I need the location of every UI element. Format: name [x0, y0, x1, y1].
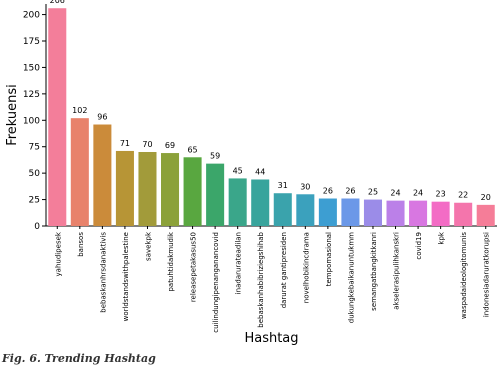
bar — [161, 153, 180, 226]
bar — [93, 124, 112, 226]
x-tick-label: darurat gantipresiden — [280, 232, 288, 308]
figure-caption: Fig. 6. Trending Hashtag — [2, 352, 156, 365]
bar-value-label: 30 — [300, 182, 310, 191]
bar-value-label: 206 — [50, 0, 65, 5]
y-tick-label: 50 — [29, 169, 41, 179]
bar — [48, 8, 67, 226]
x-tick-label: tempomasional — [325, 232, 333, 286]
bar — [409, 200, 428, 226]
bar — [363, 199, 382, 226]
y-tick-label: 75 — [29, 143, 40, 153]
x-tick-label: releasepetakasus50 — [190, 232, 198, 302]
bar-value-label: 102 — [72, 106, 87, 115]
bar — [296, 194, 315, 226]
bar — [70, 118, 89, 226]
y-tick-label: 0 — [34, 222, 40, 232]
x-tick-label: inadarurateadilan — [235, 232, 243, 294]
y-tick-label: 125 — [23, 90, 40, 100]
bar — [386, 200, 405, 226]
bar — [454, 202, 473, 226]
x-tick-label: akselerasipulihkanskri — [393, 232, 401, 310]
bar — [138, 152, 157, 226]
bar-value-label: 26 — [345, 187, 355, 196]
x-tick-label: patuhtidakmudik — [167, 231, 175, 291]
x-tick-label: bebaskanhabibriziegshihab — [257, 231, 265, 327]
bar — [206, 163, 225, 226]
bar-value-label: 44 — [255, 167, 265, 176]
bar-value-label: 65 — [187, 145, 197, 154]
bar-value-label: 71 — [120, 139, 130, 148]
x-tick-label: bansos — [77, 232, 85, 257]
bar — [318, 198, 337, 226]
y-tick-label: 175 — [23, 37, 40, 47]
x-tick-label: dukungkebaikanuntukmm — [347, 232, 355, 323]
x-tick-label: waspadaideologitomunis — [460, 232, 468, 319]
bar-value-label: 69 — [165, 141, 175, 150]
bar-value-label: 20 — [481, 193, 491, 202]
y-tick-label: 25 — [29, 196, 40, 206]
bar — [273, 193, 292, 226]
x-tick-label: worldstandswithpalestine — [122, 232, 130, 321]
x-tick-label: cuilindungipenanganancovid — [212, 232, 220, 333]
x-tick-label: kpk — [438, 231, 446, 244]
bar — [341, 198, 360, 226]
x-tick-label: covid19 — [415, 232, 423, 260]
bar — [251, 179, 270, 226]
bar-value-label: 59 — [210, 152, 220, 161]
x-tick-label: novelhobikincdrama — [302, 232, 310, 303]
bar-value-label: 24 — [413, 189, 423, 198]
y-tick-label: 100 — [23, 116, 40, 126]
bar — [183, 157, 202, 226]
bar-value-label: 23 — [436, 190, 446, 199]
bar-value-label: 45 — [233, 166, 243, 175]
bar-value-label: 26 — [323, 187, 333, 196]
y-tick-label: 200 — [23, 11, 40, 21]
x-tick-label: semangatbangkitkanri — [370, 232, 378, 311]
y-axis-title: Frekuensi — [5, 84, 20, 146]
bar — [431, 201, 450, 226]
x-tick-label: bebaskanhrsdanaktivis — [99, 232, 107, 313]
bar — [228, 178, 247, 226]
bar-value-label: 24 — [390, 189, 400, 198]
bar-value-label: 22 — [458, 191, 468, 200]
bar-value-label: 31 — [278, 181, 288, 190]
bar-value-label: 70 — [142, 140, 152, 149]
bar-value-label: 25 — [368, 188, 378, 197]
x-tick-label: savekpk — [144, 231, 152, 261]
bar — [115, 150, 134, 226]
bar — [476, 204, 495, 226]
x-axis-title: Hashtag — [244, 331, 298, 346]
y-tick-label: 150 — [23, 63, 40, 73]
bar-value-label: 96 — [97, 113, 107, 122]
x-tick-label: yahudipesek — [54, 231, 62, 276]
x-tick-label: indonesiadaruratkorupsi — [483, 232, 491, 317]
